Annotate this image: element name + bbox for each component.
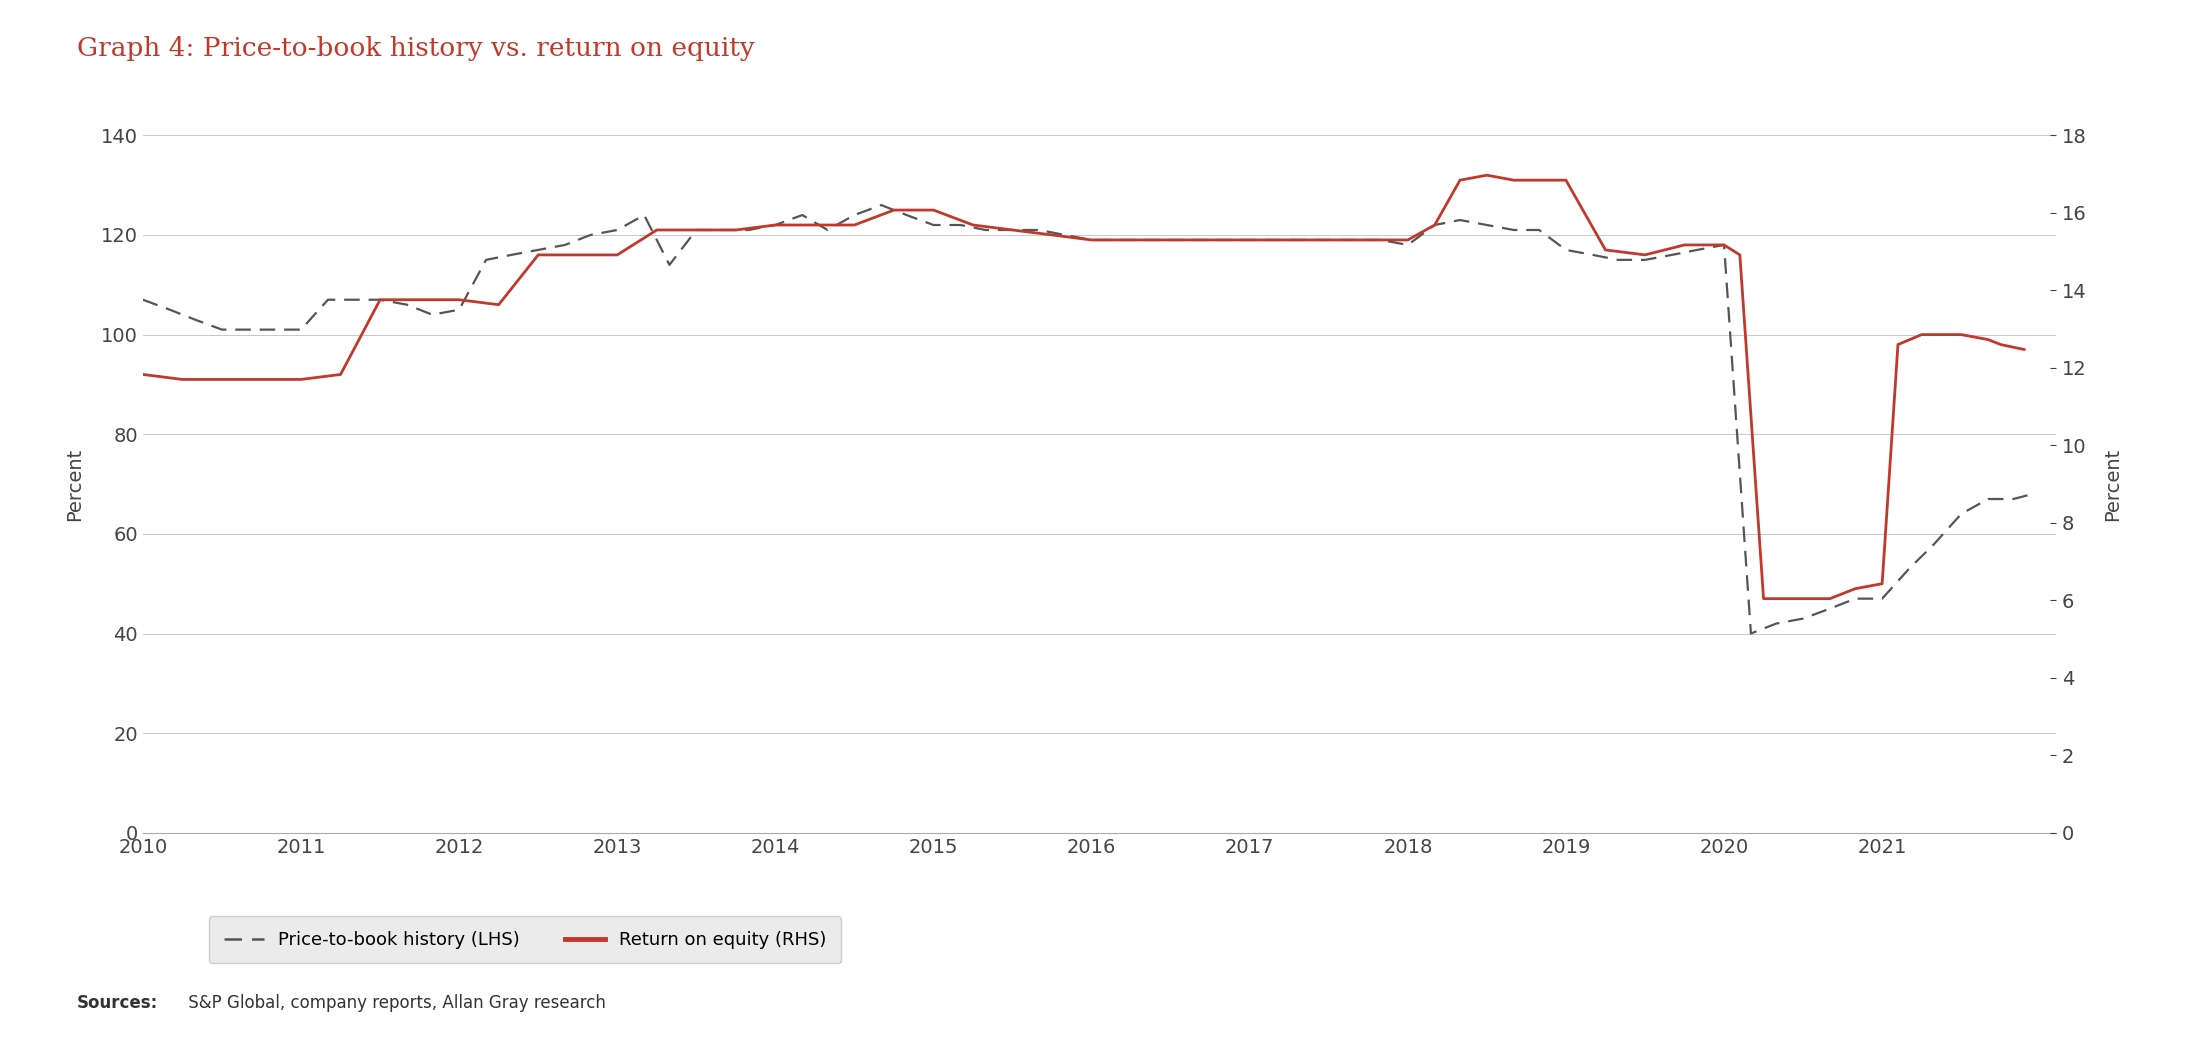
Text: S&P Global, company reports, Allan Gray research: S&P Global, company reports, Allan Gray …	[183, 994, 605, 1012]
Legend: Price-to-book history (LHS), Return on equity (RHS): Price-to-book history (LHS), Return on e…	[209, 916, 840, 963]
Y-axis label: Percent: Percent	[2102, 448, 2122, 520]
Text: Graph 4: Price-to-book history vs. return on equity: Graph 4: Price-to-book history vs. retur…	[77, 36, 754, 61]
Text: Sources:: Sources:	[77, 994, 158, 1012]
Y-axis label: Percent: Percent	[66, 448, 84, 520]
